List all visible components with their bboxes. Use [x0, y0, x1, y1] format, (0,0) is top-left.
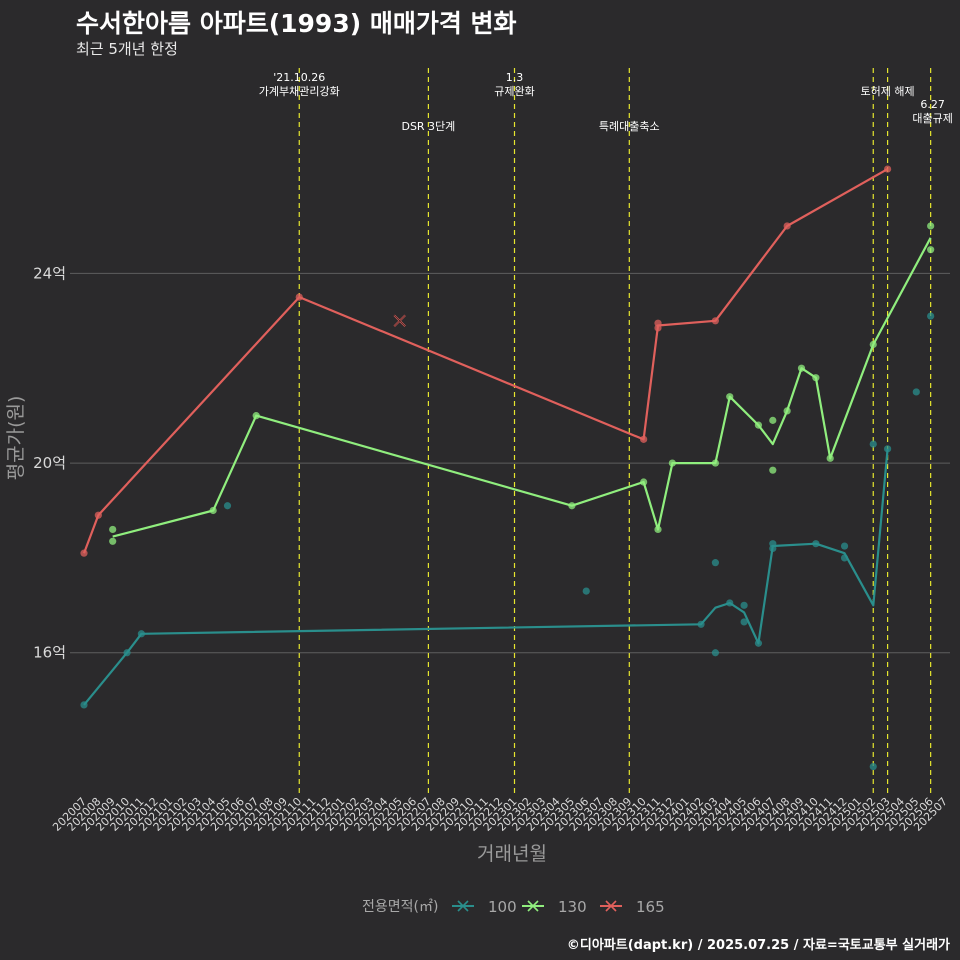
data-point-100 — [869, 762, 877, 771]
data-point-100 — [884, 445, 892, 453]
y-axis: 16억 20억 24억 — [33, 264, 66, 661]
data-point-130 — [797, 364, 806, 372]
chart-title: 수서한아름 아파트(1993) 매매가격 변화 — [76, 9, 517, 38]
data-point-100 — [582, 587, 590, 595]
y-axis-title: 평균가(원) — [5, 396, 27, 481]
data-point-130 — [668, 459, 676, 467]
data-point-100 — [223, 502, 232, 510]
data-point-130 — [826, 454, 834, 462]
data-point-165 — [80, 549, 88, 557]
data-point-130 — [927, 222, 935, 230]
data-point-100 — [711, 649, 720, 657]
data-cross-outline — [393, 315, 406, 327]
y-tick-label: 24억 — [33, 264, 66, 282]
series-line-165 — [82, 168, 889, 554]
data-point-130 — [783, 407, 791, 415]
data-point-100 — [137, 630, 145, 638]
x-axis: 2020072020082020092020102020112020122021… — [50, 795, 950, 834]
event-label: 규제완화 — [494, 85, 534, 98]
data-point-130 — [927, 246, 935, 254]
series-line-130 — [112, 237, 932, 538]
data-point-100 — [769, 544, 777, 553]
data-point-130 — [869, 340, 877, 349]
data-point-130 — [711, 459, 720, 467]
y-tick-label: 16억 — [33, 644, 66, 662]
data-point-100 — [812, 540, 820, 548]
data-point-100 — [80, 701, 88, 709]
series-lines — [82, 168, 932, 706]
data-point-165 — [783, 222, 791, 230]
chart-subtitle: 최근 5개년 한정 — [76, 40, 178, 58]
data-point-100 — [711, 559, 720, 567]
data-point-100 — [740, 618, 748, 626]
event-label: 6.27 — [920, 98, 945, 111]
data-point-130 — [726, 393, 734, 401]
data-point-165 — [654, 324, 662, 332]
event-label: 대출규제 — [912, 112, 952, 125]
legend-marker-130 — [527, 900, 539, 912]
source-caption: ©디아파트(dapt.kr) / 2025.07.25 / 자료=국토교통부 실… — [566, 938, 950, 953]
legend-label-130: 130 — [558, 898, 587, 916]
data-point-130 — [109, 525, 117, 534]
data-point-130 — [252, 412, 260, 420]
y-tick-label: 20억 — [33, 454, 66, 472]
legend-title: 전용면적(㎡) — [362, 899, 438, 915]
data-point-130 — [640, 478, 648, 486]
data-point-130 — [769, 416, 777, 424]
legend-label-100: 100 — [488, 898, 517, 916]
series-points — [80, 165, 935, 771]
data-point-165 — [884, 165, 892, 173]
data-point-165 — [94, 511, 102, 519]
data-point-130 — [654, 525, 662, 534]
data-point-100 — [754, 639, 763, 647]
data-point-100 — [740, 601, 748, 609]
data-point-130 — [754, 421, 763, 429]
data-point-100 — [912, 388, 920, 396]
x-axis-title: 거래년월 — [477, 843, 547, 865]
legend-marker-100 — [457, 900, 469, 912]
data-point-130 — [209, 506, 217, 515]
event-label: 1.3 — [506, 71, 524, 84]
data-point-130 — [769, 466, 777, 474]
event-label: '21.10.26 — [273, 71, 325, 84]
legend: 전용면적(㎡) 100 130 165 — [362, 898, 665, 916]
data-point-165 — [711, 317, 720, 325]
event-label: 특례대출축소 — [599, 120, 660, 133]
event-label: 가계부채관리강화 — [259, 85, 340, 98]
gridlines — [70, 272, 950, 654]
data-point-130 — [568, 502, 576, 510]
data-point-165 — [295, 293, 303, 301]
legend-label-165: 165 — [636, 898, 665, 916]
series-line-100 — [83, 448, 889, 706]
data-point-165 — [640, 435, 648, 443]
data-point-100 — [840, 542, 849, 550]
event-label: DSR 3단계 — [401, 120, 455, 133]
data-point-100 — [840, 554, 849, 562]
data-point-100 — [123, 649, 131, 657]
data-point-130 — [812, 374, 820, 382]
event-label: 토허제 해제 — [861, 84, 915, 98]
data-point-100 — [869, 440, 877, 448]
data-point-100 — [726, 599, 734, 607]
data-point-130 — [109, 537, 117, 545]
data-point-100 — [697, 620, 705, 628]
legend-marker-165 — [605, 900, 617, 912]
data-point-100 — [927, 312, 935, 320]
